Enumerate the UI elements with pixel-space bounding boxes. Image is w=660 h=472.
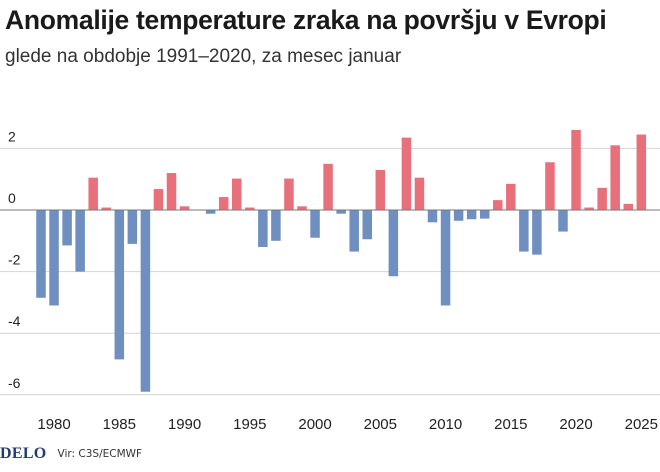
bar-2001	[323, 163, 333, 210]
bar-2018	[545, 162, 555, 210]
y-tick-label: -2	[8, 252, 21, 268]
bar-1998	[284, 178, 294, 210]
bar-1992	[205, 210, 216, 214]
x-tick-label: 2025	[625, 416, 658, 433]
bar-2012	[466, 210, 477, 220]
x-tick-label: 2015	[494, 416, 527, 433]
bar-1982	[75, 210, 85, 272]
grid-lines	[0, 147, 660, 396]
x-tick-label: 1995	[233, 416, 266, 433]
x-tick-label: 1985	[103, 416, 136, 433]
bar-2014	[493, 200, 503, 210]
bar-1997	[271, 210, 281, 241]
bar-1987	[140, 210, 151, 392]
bar-2005	[375, 169, 386, 210]
y-tick-label: 0	[8, 190, 16, 206]
bar-2007	[401, 137, 412, 210]
bar-2002	[336, 210, 346, 214]
bar-1981	[62, 210, 72, 246]
chart-title: Anomalije temperature zraka na površju v…	[5, 5, 607, 35]
bar-2024	[623, 203, 633, 210]
bar-2009	[427, 210, 438, 223]
bar-2020	[571, 129, 581, 210]
bar-1996	[258, 210, 268, 247]
chart-subtitle: glede na obdobje 1991–2020, za mesec jan…	[5, 46, 402, 67]
bar-2015	[506, 183, 516, 210]
y-tick-label: -4	[8, 313, 21, 329]
x-tick-label: 2010	[429, 416, 462, 433]
bar-1985	[114, 210, 125, 360]
bar-2011	[453, 210, 464, 221]
bar-2022	[597, 187, 607, 210]
source-note: Vir: C3S/ECMWF	[57, 448, 143, 460]
bar-1986	[127, 210, 138, 244]
y-axis-labels: 2 0 -2 -4 -6	[8, 128, 21, 390]
bar-1994	[232, 178, 242, 210]
bar-1999	[297, 206, 307, 210]
bar-chart: 2 0 -2 -4 -6 1980 1985 1990 1995 2000 2005 2010 201…	[0, 128, 660, 433]
bar-2000	[310, 210, 320, 238]
bar-2021	[584, 207, 594, 210]
bar-2019	[558, 210, 568, 232]
footer: DELO Vir: C3S/ECMWF	[0, 444, 142, 464]
bar-2023	[610, 145, 620, 210]
bar-1993	[218, 197, 229, 210]
bars	[36, 129, 647, 392]
bar-1990	[179, 206, 190, 210]
bar-2025	[636, 134, 647, 210]
x-tick-label: 2005	[364, 416, 397, 433]
bar-1984	[101, 207, 111, 210]
x-axis-labels: 1980 1985 1990 1995 2000 2005 2010 2015 2020 2025	[37, 416, 658, 433]
bar-2016	[519, 210, 529, 252]
x-tick-label: 2020	[559, 416, 592, 433]
bar-2004	[362, 210, 372, 240]
bar-1983	[88, 177, 98, 210]
bar-2017	[532, 210, 542, 255]
bar-2013	[479, 210, 490, 219]
x-tick-label: 2000	[298, 416, 331, 433]
bar-1980	[49, 210, 59, 306]
x-tick-label: 1990	[168, 416, 201, 433]
bar-2008	[414, 177, 425, 210]
y-tick-label: 2	[8, 128, 16, 144]
bar-1979	[36, 210, 46, 298]
bar-2010	[440, 210, 451, 306]
bar-1995	[245, 207, 255, 210]
x-tick-label: 1980	[37, 416, 70, 433]
bar-1989	[166, 173, 177, 210]
bar-2003	[349, 210, 359, 252]
bar-2006	[388, 210, 399, 277]
y-tick-label: -6	[8, 375, 21, 391]
delo-logo: DELO	[0, 445, 47, 462]
bar-1988	[153, 189, 164, 210]
